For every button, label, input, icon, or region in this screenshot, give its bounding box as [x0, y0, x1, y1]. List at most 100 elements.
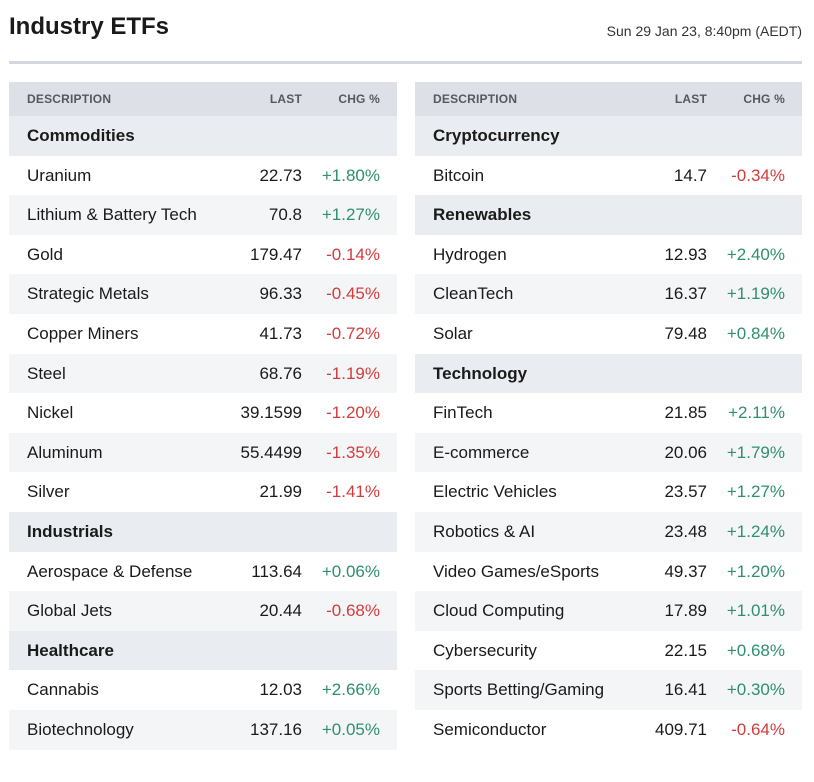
etf-name[interactable]: FinTech — [433, 403, 493, 423]
table-row[interactable]: Silver 21.99 -1.41% — [9, 472, 397, 512]
etf-last-price: 96.33 — [259, 284, 302, 304]
etf-last-price: 12.03 — [259, 680, 302, 700]
etf-last-price: 79.48 — [664, 323, 707, 343]
etf-change-percent: +1.24% — [726, 521, 785, 541]
column-header-description[interactable]: DESCRIPTION — [27, 92, 112, 106]
etf-last-price: 137.16 — [250, 719, 302, 739]
table-row[interactable]: Uranium 22.73 +1.80% — [9, 156, 397, 196]
table-row[interactable]: Gold 179.47 -0.14% — [9, 235, 397, 275]
etf-last-price: 41.73 — [259, 323, 302, 343]
table-row[interactable]: Nickel 39.1599 -1.20% — [9, 393, 397, 433]
group-label: Industrials — [27, 521, 113, 541]
etf-last-price: 113.64 — [251, 561, 302, 581]
etf-last-price: 68.76 — [259, 363, 302, 383]
etf-change-percent: +1.27% — [321, 205, 380, 225]
group-header-cryptocurrency: Cryptocurrency — [415, 116, 802, 156]
etf-change-percent: +2.11% — [728, 403, 785, 423]
etf-name[interactable]: Biotechnology — [27, 719, 134, 739]
table-row[interactable]: FinTech 21.85 +2.11% — [415, 393, 802, 433]
table-row[interactable]: Biotechnology 137.16 +0.05% — [9, 709, 397, 750]
table-row[interactable]: Steel 68.76 -1.19% — [9, 353, 397, 394]
etf-table-right: DESCRIPTION LAST CHG % Cryptocurrency Bit… — [415, 82, 802, 750]
table-row[interactable]: Solar 79.48 +0.84% — [415, 314, 802, 354]
table-row[interactable]: Robotics & AI 23.48 +1.24% — [415, 511, 802, 552]
etf-name[interactable]: Silver — [27, 482, 70, 502]
etf-name[interactable]: CleanTech — [433, 284, 514, 304]
etf-name[interactable]: Cybersecurity — [433, 640, 537, 660]
etf-last-price: 14.7 — [673, 165, 707, 185]
etf-last-price: 22.15 — [664, 640, 707, 660]
group-header-renewables: Renewables — [415, 195, 802, 235]
etf-last-price: 20.06 — [664, 442, 707, 462]
table-row[interactable]: Bitcoin 14.7 -0.34% — [415, 156, 802, 196]
column-header-description[interactable]: DESCRIPTION — [433, 92, 518, 106]
table-row[interactable]: Aerospace & Defense 113.64 +0.06% — [9, 552, 397, 592]
table-row[interactable]: E-commerce 20.06 +1.79% — [415, 432, 802, 473]
table-row[interactable]: CleanTech 16.37 +1.19% — [415, 274, 802, 314]
column-header-last[interactable]: LAST — [269, 92, 302, 106]
group-header-industrials: Industrials — [9, 511, 397, 552]
etf-name[interactable]: E-commerce — [433, 442, 530, 462]
etf-name[interactable]: Lithium & Battery Tech — [27, 205, 197, 225]
group-label: Technology — [433, 363, 528, 383]
table-row[interactable]: Video Games/eSports 49.37 +1.20% — [415, 552, 802, 592]
column-header-last[interactable]: LAST — [674, 92, 707, 106]
column-header-chg[interactable]: CHG % — [743, 92, 785, 106]
etf-name[interactable]: Cannabis — [27, 680, 99, 700]
table-row[interactable]: Cannabis 12.03 +2.66% — [9, 670, 397, 710]
etf-change-percent: -0.14% — [326, 244, 380, 264]
table-row[interactable]: Copper Miners 41.73 -0.72% — [9, 314, 397, 354]
table-header: DESCRIPTION LAST CHG % — [415, 82, 802, 116]
etf-change-percent: +2.40% — [726, 244, 785, 264]
group-header-commodities: Commodities — [9, 116, 397, 156]
table-row[interactable]: Aluminum 55.4499 -1.35% — [9, 432, 397, 473]
etf-change-percent: +0.05% — [321, 719, 380, 739]
etf-name[interactable]: Copper Miners — [27, 323, 139, 343]
etf-name[interactable]: Aerospace & Defense — [27, 561, 193, 581]
group-header-healthcare: Healthcare — [9, 630, 397, 671]
etf-name[interactable]: Solar — [433, 323, 473, 343]
etf-last-price: 12.93 — [664, 244, 707, 264]
etf-name[interactable]: Global Jets — [27, 601, 113, 621]
etf-change-percent: -1.41% — [326, 482, 380, 502]
etf-name[interactable]: Nickel — [27, 403, 74, 423]
group-label: Commodities — [27, 126, 135, 145]
etf-name[interactable]: Strategic Metals — [27, 284, 149, 304]
etf-last-price: 21.99 — [259, 482, 302, 502]
etf-last-price: 55.4499 — [240, 442, 302, 462]
etf-name[interactable]: Video Games/eSports — [433, 561, 599, 581]
table-row[interactable]: Semiconductor 409.71 -0.64% — [415, 710, 802, 750]
page-title: Industry ETFs — [9, 13, 170, 40]
etf-name[interactable]: Bitcoin — [433, 165, 485, 185]
group-header-technology: Technology — [415, 353, 802, 394]
etf-change-percent: -0.68% — [326, 601, 380, 621]
etf-change-percent: -0.64% — [731, 719, 785, 739]
table-row[interactable]: Cloud Computing 17.89 +1.01% — [415, 591, 802, 631]
etf-name[interactable]: Uranium — [27, 165, 92, 185]
table-row[interactable]: Lithium & Battery Tech 70.8 +1.27% — [9, 195, 397, 235]
etf-change-percent: -0.34% — [731, 165, 785, 185]
etf-last-price: 179.47 — [250, 244, 302, 264]
etf-name[interactable]: Aluminum — [27, 442, 103, 462]
table-row[interactable]: Global Jets 20.44 -0.68% — [9, 591, 397, 631]
etf-last-price: 49.37 — [664, 561, 707, 581]
etf-name[interactable]: Semiconductor — [433, 719, 547, 739]
table-row[interactable]: Strategic Metals 96.33 -0.45% — [9, 274, 397, 314]
etf-last-price: 39.1599 — [240, 403, 302, 423]
etf-name[interactable]: Gold — [27, 244, 63, 264]
etf-change-percent: +1.20% — [726, 561, 785, 581]
table-row[interactable]: Sports Betting/Gaming 16.41 +0.30% — [415, 670, 802, 710]
table-row[interactable]: Electric Vehicles 23.57 +1.27% — [415, 472, 802, 512]
etf-name[interactable]: Cloud Computing — [433, 601, 565, 621]
table-body: Cryptocurrency Bitcoin 14.7 -0.34% Renewable… — [415, 116, 802, 750]
etf-name[interactable]: Electric Vehicles — [433, 482, 557, 502]
table-body: Commodities Uranium 22.73 +1.80% Lithium & B… — [9, 116, 397, 750]
etf-change-percent: +1.27% — [726, 482, 785, 502]
column-header-chg[interactable]: CHG % — [338, 92, 380, 106]
etf-name[interactable]: Steel — [27, 363, 66, 383]
table-row[interactable]: Hydrogen 12.93 +2.40% — [415, 235, 802, 275]
etf-name[interactable]: Sports Betting/Gaming — [433, 680, 605, 700]
table-row[interactable]: Cybersecurity 22.15 +0.68% — [415, 631, 802, 671]
etf-name[interactable]: Hydrogen — [433, 244, 507, 264]
etf-name[interactable]: Robotics & AI — [433, 521, 536, 541]
